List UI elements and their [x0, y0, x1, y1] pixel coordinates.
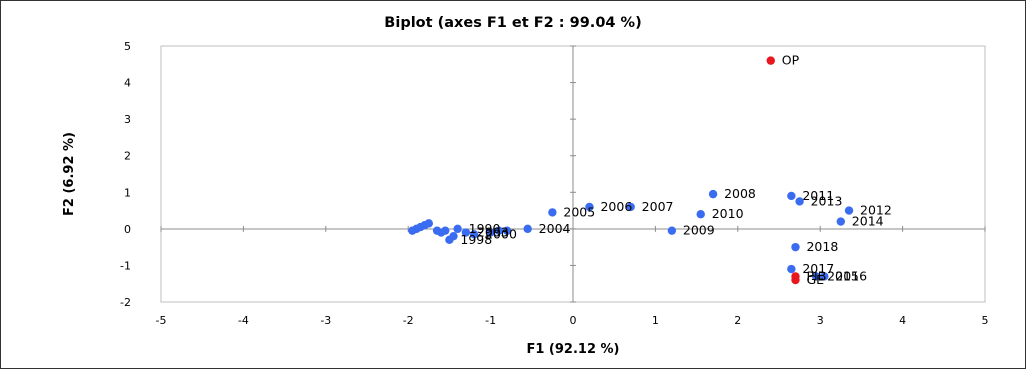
- point-label-2010: 2010: [712, 206, 744, 221]
- point-label-2013: 2013: [811, 193, 843, 208]
- point-2015: [811, 272, 821, 281]
- point: [486, 228, 495, 237]
- point: [424, 219, 433, 228]
- point-label-2000: 2000: [485, 226, 517, 241]
- point-2018: [791, 242, 800, 252]
- point-label-2012: 2012: [860, 203, 892, 218]
- point-label-2005: 2005: [563, 204, 595, 219]
- point-2012: [844, 206, 854, 215]
- point-label-2017: 2017: [802, 261, 834, 276]
- point-2014: [836, 217, 845, 226]
- x-tick-label: -2: [403, 314, 414, 327]
- chart-title: Biplot (axes F1 et F2 : 99.04 %): [384, 15, 641, 31]
- y-axis-title: F2 (6.92 %): [62, 132, 77, 216]
- y-tick-label: 5: [124, 40, 131, 53]
- x-tick-label: -3: [320, 314, 331, 327]
- point-2009: [667, 226, 677, 235]
- point-label-ge: GE: [806, 272, 824, 287]
- point: [441, 226, 450, 235]
- point-2016: [820, 272, 829, 281]
- point-label-1998: 1998: [460, 232, 492, 247]
- point-label-2014: 2014: [852, 214, 884, 229]
- point-label-2007: 2007: [642, 199, 674, 214]
- y-tick-label: -1: [120, 259, 131, 272]
- data-points: [408, 56, 854, 285]
- x-axis-title: F1 (92.12 %): [526, 342, 619, 357]
- point-label-2016: 2016: [835, 268, 867, 283]
- point-ge: [791, 275, 800, 285]
- point-label-2009: 2009: [683, 223, 715, 238]
- point: [502, 226, 512, 235]
- point-label-2003: 2003: [477, 225, 509, 240]
- x-tick-label: 2: [734, 314, 741, 327]
- y-tick-label: -2: [120, 296, 131, 309]
- point-2017: [787, 264, 796, 274]
- point: [449, 231, 458, 241]
- point-2013: [795, 197, 804, 206]
- y-tick-label: 3: [124, 113, 131, 126]
- point-2011: [787, 191, 796, 201]
- y-tick-label: 2: [124, 150, 131, 163]
- point: [494, 226, 504, 235]
- x-tick-label: -5: [156, 314, 167, 327]
- x-tick-label: 5: [982, 314, 989, 327]
- point-1990: [453, 224, 462, 234]
- point-2006: [585, 202, 594, 212]
- point-2010: [696, 210, 705, 219]
- x-tick-label: 1: [652, 314, 659, 327]
- point-label-pib: PIB: [806, 268, 826, 283]
- y-tick-label: 0: [124, 223, 131, 236]
- x-tick-label: -1: [485, 314, 496, 327]
- point-label-2004: 2004: [539, 221, 571, 236]
- point-label-2018: 2018: [806, 239, 838, 254]
- y-tick-label: 4: [124, 77, 131, 90]
- point-2007: [626, 202, 635, 212]
- x-tick-label: 0: [570, 314, 577, 327]
- point-label-2015: 2015: [827, 268, 859, 283]
- point-label-op: OP: [782, 53, 800, 68]
- point-label-1990: 1990: [469, 221, 501, 236]
- point-label-2011: 2011: [802, 188, 834, 203]
- x-tick-label: -4: [238, 314, 249, 327]
- y-tick-label: 1: [124, 186, 131, 199]
- x-tick-label: 3: [817, 314, 824, 327]
- point-2003: [461, 228, 471, 237]
- point-label-2006: 2006: [600, 199, 632, 214]
- point-label-2008: 2008: [724, 186, 756, 201]
- point-2004: [523, 224, 532, 234]
- point-2008: [708, 189, 718, 199]
- point-2000: [469, 230, 479, 239]
- y-axis-ticks: -2 -1 0 1 2 3 4 5: [120, 40, 576, 309]
- point-op: [766, 56, 775, 65]
- x-tick-label: 4: [899, 314, 906, 327]
- point-2005: [548, 208, 557, 217]
